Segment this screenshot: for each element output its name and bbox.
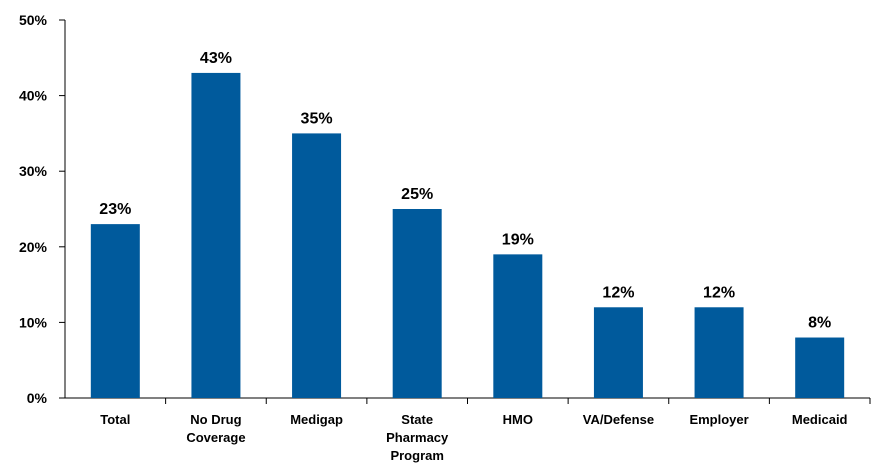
data-label: 8%: [808, 315, 831, 332]
x-tick-label: Program: [390, 448, 443, 463]
x-tick-label: Coverage: [186, 430, 245, 445]
x-tick-label: No Drug: [190, 412, 241, 427]
data-label: 23%: [99, 201, 131, 218]
bar: [392, 209, 442, 398]
x-tick-label: Total: [100, 412, 130, 427]
y-tick-label: 10%: [19, 314, 48, 330]
data-label: 19%: [502, 231, 534, 248]
x-tick-label: Medigap: [290, 412, 343, 427]
x-tick-label: State: [401, 412, 433, 427]
bar: [593, 307, 643, 398]
x-tick-label: Pharmacy: [386, 430, 449, 445]
data-label: 25%: [401, 186, 433, 203]
y-tick-label: 20%: [19, 239, 48, 255]
bar: [795, 337, 845, 398]
bar: [694, 307, 744, 398]
x-tick-label: Medicaid: [792, 412, 848, 427]
y-tick-label: 40%: [19, 88, 48, 104]
x-tick-label: Employer: [689, 412, 748, 427]
bar: [493, 254, 543, 398]
data-label: 12%: [602, 284, 634, 301]
bar: [90, 224, 140, 398]
y-tick-label: 0%: [27, 390, 48, 406]
bar: [292, 133, 342, 398]
x-tick-label: VA/Defense: [583, 412, 654, 427]
x-tick-label: HMO: [503, 412, 533, 427]
data-label: 43%: [200, 50, 232, 67]
y-tick-label: 30%: [19, 163, 48, 179]
data-label: 35%: [301, 110, 333, 127]
data-label: 12%: [703, 284, 735, 301]
y-tick-label: 50%: [19, 12, 48, 28]
bar: [191, 72, 241, 399]
